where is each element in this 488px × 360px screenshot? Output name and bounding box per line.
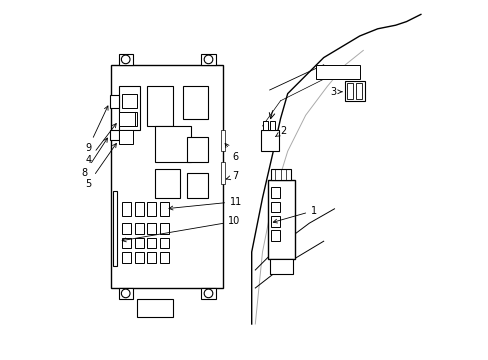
Circle shape bbox=[121, 55, 130, 64]
Bar bbox=[270, 202, 279, 212]
Text: 5: 5 bbox=[85, 143, 116, 189]
Circle shape bbox=[204, 55, 212, 64]
Circle shape bbox=[204, 289, 212, 298]
Bar bbox=[109, 95, 118, 108]
Bar bbox=[122, 252, 131, 263]
Bar bbox=[160, 252, 168, 263]
Bar bbox=[270, 187, 279, 198]
Bar bbox=[346, 83, 352, 99]
Bar bbox=[154, 126, 190, 162]
Text: 2: 2 bbox=[275, 126, 286, 137]
Bar bbox=[201, 288, 215, 299]
Bar bbox=[113, 191, 117, 266]
Bar bbox=[147, 223, 156, 234]
Bar bbox=[122, 112, 136, 126]
Bar bbox=[154, 169, 179, 198]
Bar bbox=[316, 65, 359, 79]
Bar bbox=[122, 223, 131, 234]
Text: 10: 10 bbox=[122, 216, 240, 242]
Bar bbox=[160, 202, 168, 216]
Bar bbox=[136, 299, 172, 317]
Bar bbox=[111, 65, 223, 288]
Bar bbox=[186, 173, 208, 198]
Bar bbox=[262, 121, 267, 130]
Bar bbox=[160, 223, 168, 234]
Bar bbox=[221, 162, 224, 184]
Bar bbox=[269, 121, 275, 130]
Bar bbox=[270, 216, 279, 227]
Bar bbox=[186, 137, 208, 162]
Bar bbox=[122, 238, 131, 248]
Bar bbox=[270, 230, 279, 241]
Text: 1: 1 bbox=[273, 206, 317, 223]
Text: 3: 3 bbox=[329, 87, 341, 97]
Bar bbox=[183, 86, 208, 119]
Bar bbox=[122, 94, 136, 108]
Bar bbox=[221, 130, 224, 151]
Bar bbox=[345, 81, 365, 101]
Bar bbox=[118, 130, 133, 144]
Text: 11: 11 bbox=[169, 197, 242, 210]
Bar bbox=[118, 54, 133, 65]
Bar bbox=[134, 223, 143, 234]
Circle shape bbox=[121, 289, 130, 298]
Bar bbox=[269, 259, 292, 274]
Bar bbox=[147, 238, 156, 248]
Bar bbox=[260, 130, 278, 151]
Bar bbox=[201, 54, 215, 65]
Bar bbox=[134, 252, 143, 263]
Bar bbox=[118, 288, 133, 299]
Text: 9: 9 bbox=[85, 106, 108, 153]
Text: 4: 4 bbox=[85, 123, 116, 165]
Bar bbox=[109, 130, 118, 140]
Bar bbox=[118, 112, 134, 126]
Bar bbox=[118, 86, 140, 130]
Bar bbox=[267, 180, 294, 259]
Text: 7: 7 bbox=[226, 171, 238, 181]
Bar bbox=[134, 238, 143, 248]
Bar bbox=[355, 83, 362, 99]
Text: 8: 8 bbox=[81, 138, 107, 178]
Bar bbox=[147, 252, 156, 263]
Bar bbox=[271, 169, 291, 180]
Bar bbox=[134, 202, 143, 216]
Text: 6: 6 bbox=[224, 143, 238, 162]
Bar bbox=[147, 86, 172, 126]
Bar bbox=[122, 202, 131, 216]
Bar bbox=[147, 202, 156, 216]
Bar bbox=[160, 238, 168, 248]
